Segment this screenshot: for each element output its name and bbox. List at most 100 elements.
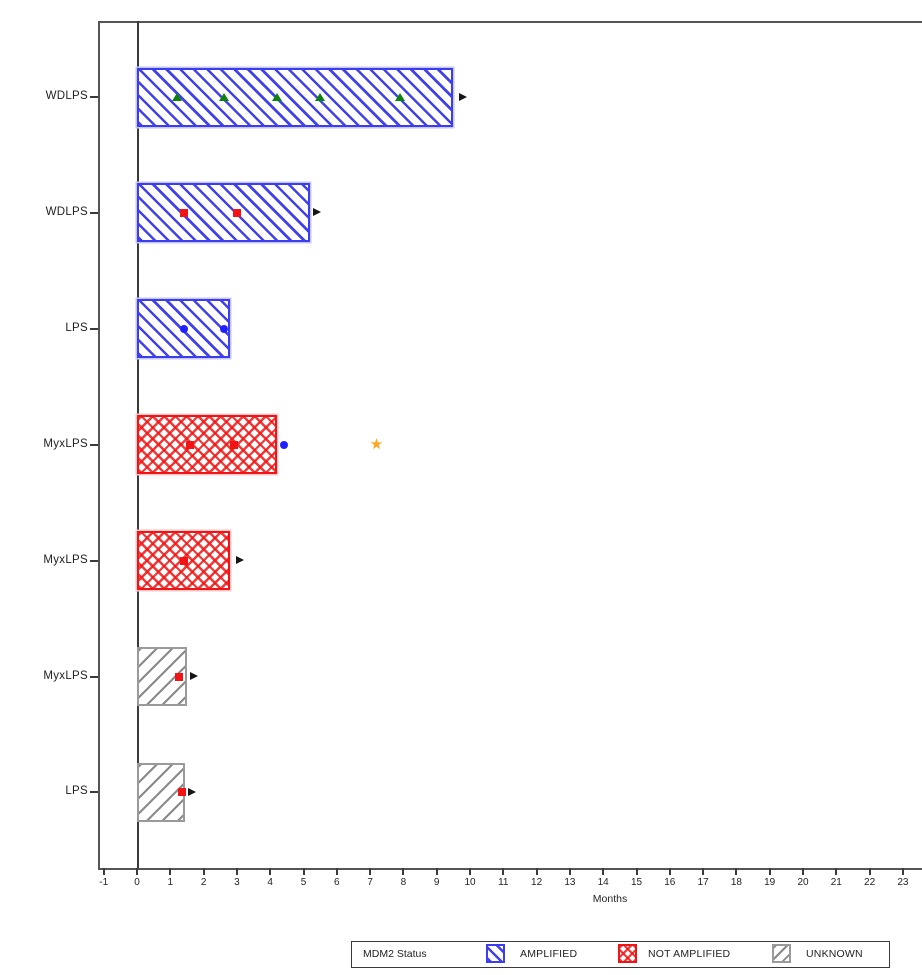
x-tick [369, 868, 372, 875]
x-tick-label: 2 [200, 877, 207, 888]
response-marker-circle [179, 324, 188, 333]
x-tick-label: 5 [300, 877, 307, 888]
x-tick-label: 16 [664, 877, 676, 888]
x-tick-label: 7 [367, 877, 373, 888]
response-marker-triangle [395, 93, 406, 101]
x-tick-label: 17 [697, 877, 709, 888]
response-marker-square [174, 672, 183, 681]
x-tick [136, 868, 138, 875]
y-tick [90, 559, 98, 562]
event-marker-star: ★ [369, 435, 384, 453]
x-tick [835, 868, 838, 875]
x-tick [602, 868, 605, 875]
y-axis-label: MyxLPS [43, 437, 88, 450]
x-tick [469, 868, 471, 875]
x-tick [568, 868, 571, 875]
response-marker-triangle [271, 93, 282, 101]
x-tick [302, 868, 305, 875]
x-tick-label: 8 [400, 877, 407, 888]
response-marker-square [186, 440, 195, 449]
response-marker-square [232, 208, 241, 217]
x-tick-label: 11 [498, 877, 509, 888]
x-tick [635, 868, 638, 875]
response-marker-triangle [218, 93, 229, 101]
x-tick [735, 868, 738, 875]
x-tick [269, 868, 272, 875]
y-tick [90, 327, 98, 330]
legend-swatch-not-amplified [618, 944, 637, 963]
x-tick [202, 868, 205, 875]
x-tick-label: 13 [564, 877, 576, 888]
x-tick-label: 12 [531, 877, 543, 888]
swimmer-bar [137, 67, 453, 127]
x-tick-label: 20 [797, 877, 809, 888]
x-tick [901, 868, 904, 875]
x-tick [702, 868, 705, 875]
legend-label-not-amplified: NOT AMPLIFIED [648, 948, 731, 960]
y-tick [90, 211, 98, 214]
treatment-ongoing-arrow-icon [187, 787, 196, 796]
plot-top-border [98, 21, 922, 23]
x-tick [502, 868, 505, 875]
x-tick-label: 15 [630, 877, 643, 888]
legend-swatch-amplified [486, 944, 505, 963]
x-axis-title: Months [592, 893, 628, 905]
legend-label-amplified: AMPLIFIED [520, 948, 578, 960]
y-axis-label: LPS [65, 785, 88, 798]
y-tick [90, 96, 98, 98]
y-axis-line [98, 21, 100, 870]
swimmer-bar [137, 647, 187, 706]
x-tick [402, 868, 405, 875]
response-marker-circle [219, 324, 228, 333]
y-axis-label: LPS [65, 321, 88, 334]
x-tick-label: 4 [267, 877, 273, 888]
treatment-ongoing-arrow-icon [459, 92, 468, 101]
x-tick [102, 868, 105, 875]
swimmer-bar [137, 183, 310, 243]
legend-swatch-unknown [772, 944, 791, 963]
swimmer-bar [137, 415, 277, 475]
y-axis-label: WDLPS [45, 205, 88, 218]
legend-box: MDM2 Status AMPLIFIED NOT AMPLIFIED UNKN… [351, 941, 890, 968]
y-axis-label: WDLPS [45, 90, 88, 102]
response-marker-square [229, 440, 238, 449]
response-marker-square [179, 556, 188, 565]
x-tick-label: 9 [433, 877, 440, 888]
treatment-ongoing-arrow-icon [236, 556, 245, 565]
x-tick [169, 868, 172, 875]
treatment-ongoing-arrow-icon [312, 208, 321, 217]
x-tick [535, 868, 538, 875]
x-tick-label: 18 [730, 877, 742, 888]
response-marker-square [177, 788, 186, 797]
x-tick [435, 868, 438, 875]
x-tick-label: 0 [134, 877, 140, 888]
response-marker-triangle [315, 93, 326, 101]
x-tick-label: 10 [464, 877, 476, 888]
x-tick [868, 868, 871, 875]
x-tick-label: 19 [764, 877, 776, 888]
x-tick [335, 868, 338, 875]
x-tick-label: 21 [830, 877, 842, 888]
y-axis-label: MyxLPS [43, 553, 88, 566]
treatment-ongoing-arrow-icon [189, 672, 198, 680]
response-marker-circle [279, 440, 288, 449]
x-tick [235, 868, 238, 875]
response-marker-triangle [171, 93, 182, 101]
x-tick-label: -1 [99, 877, 109, 888]
x-tick-label: 3 [234, 877, 240, 888]
x-tick [768, 868, 771, 875]
x-tick [802, 868, 804, 875]
y-tick [90, 675, 98, 678]
x-tick-label: 1 [167, 877, 174, 888]
x-tick-label: 23 [897, 877, 909, 888]
swimmer-bar [137, 299, 230, 359]
x-axis-line [98, 868, 922, 870]
y-axis-label: MyxLPS [43, 669, 88, 682]
x-tick-label: 22 [864, 877, 876, 888]
y-tick [90, 443, 98, 446]
legend-label-unknown: UNKNOWN [806, 948, 863, 960]
response-marker-square [179, 208, 188, 217]
legend-title: MDM2 Status [363, 948, 427, 960]
x-tick-label: 14 [597, 877, 609, 888]
